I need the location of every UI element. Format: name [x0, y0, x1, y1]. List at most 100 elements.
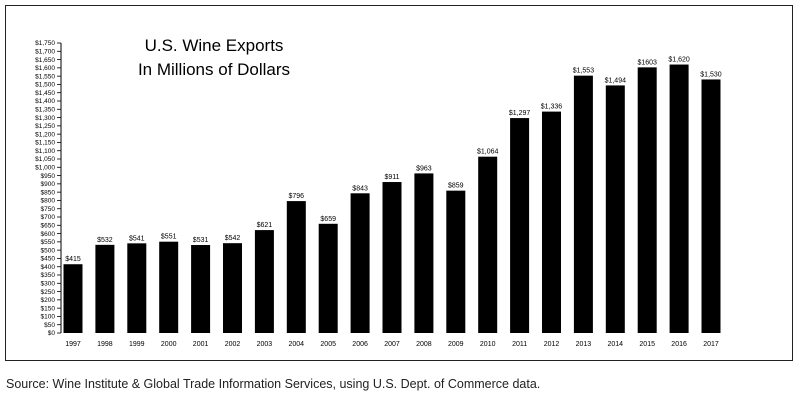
y-tick-label: $500: [41, 247, 56, 254]
y-tick-label: $1,150: [35, 140, 55, 147]
bar-2004: [286, 201, 306, 333]
y-tick-label: $200: [41, 297, 56, 304]
chart-frame: U.S. Wine Exports In Millions of Dollars…: [5, 5, 793, 361]
y-tick-label: $1,250: [35, 123, 55, 130]
bar-2014: [605, 85, 625, 334]
bar-2012: [542, 111, 561, 333]
x-tick-label-2016: 2016: [671, 341, 687, 348]
x-tick-label-2017: 2017: [703, 341, 719, 348]
x-tick-label-2014: 2014: [608, 341, 624, 348]
y-tick-label: $550: [41, 239, 56, 246]
data-label-2010: $1,064: [477, 149, 499, 156]
y-tick-label: $750: [41, 206, 56, 213]
x-tick-label-2004: 2004: [289, 341, 305, 348]
data-label-2005: $659: [320, 216, 336, 223]
x-tick-label-2013: 2013: [576, 341, 592, 348]
bar-1997: [63, 264, 83, 333]
source-note: Source: Wine Institute & Global Trade In…: [6, 377, 541, 391]
x-tick-label-2012: 2012: [544, 341, 560, 348]
y-tick-label: $1,100: [35, 148, 55, 155]
y-tick-label: $600: [41, 231, 56, 238]
data-label-2007: $911: [384, 174, 399, 181]
x-tick-label-2005: 2005: [320, 341, 336, 348]
x-tick-label-2008: 2008: [416, 341, 432, 348]
y-tick-label: $1,300: [35, 115, 55, 122]
x-tick-label-2015: 2015: [639, 341, 655, 348]
bar-2007: [382, 182, 402, 333]
y-tick-label: $1,750: [35, 40, 55, 47]
bar-2013: [573, 75, 593, 333]
y-tick-label: $450: [41, 256, 56, 263]
y-tick-label: $1,650: [35, 57, 55, 64]
data-label-2016: $1,620: [668, 57, 690, 64]
x-tick-label-2000: 2000: [161, 341, 177, 348]
bar-2010: [478, 156, 498, 333]
y-tick-label: $900: [41, 181, 56, 188]
y-tick-label: $250: [41, 289, 56, 296]
data-label-2015: $1603: [637, 59, 657, 66]
x-tick-label-2001: 2001: [193, 341, 209, 348]
bar-2005: [318, 223, 338, 333]
data-label-1999: $541: [129, 235, 145, 242]
y-tick-label: $50: [44, 322, 55, 329]
y-tick-label: $1,700: [35, 48, 55, 55]
data-label-2009: $859: [448, 183, 464, 190]
data-label-1998: $532: [97, 237, 113, 244]
x-tick-label-2009: 2009: [448, 341, 464, 348]
data-label-2011: $1,297: [509, 110, 531, 117]
data-label-2003: $621: [257, 222, 273, 229]
y-tick-label: $100: [41, 314, 56, 321]
data-label-2008: $963: [416, 165, 432, 172]
y-tick-label: $1,500: [35, 82, 55, 89]
chart-title: U.S. Wine Exports In Millions of Dollars: [138, 36, 290, 79]
data-label-2004: $796: [289, 193, 305, 200]
y-tick-label: $850: [41, 189, 56, 196]
y-tick-label: $1,200: [35, 131, 55, 138]
x-tick-label-2007: 2007: [384, 341, 400, 348]
data-label-2012: $1,336: [541, 104, 563, 111]
y-tick-label: $950: [41, 173, 56, 180]
x-tick-label-1999: 1999: [129, 341, 145, 348]
x-tick-label-1997: 1997: [65, 341, 81, 348]
data-label-2014: $1,494: [605, 77, 627, 84]
data-label-2013: $1,553: [573, 68, 595, 75]
y-tick-label: $1,000: [35, 164, 55, 171]
data-label-2017: $1,530: [700, 71, 722, 78]
wine-exports-chart: U.S. Wine Exports In Millions of Dollars…: [35, 36, 722, 348]
bar-2017: [701, 79, 721, 333]
data-labels: $415 $532 $541 $551 $531 $542 $621 $796 $659 $843…: [65, 57, 722, 264]
data-label-2001: $531: [193, 237, 209, 244]
bar-2011: [510, 118, 530, 333]
y-tick-label: $650: [41, 222, 56, 229]
chart-title-line-1: U.S. Wine Exports: [145, 36, 284, 55]
y-axis: $0$50$100 $150$200$250 $300$350$400$450 $50…: [35, 40, 62, 337]
y-tick-label: $350: [41, 272, 56, 279]
y-tick-label: $0: [48, 330, 56, 337]
bar-2006: [350, 193, 370, 333]
y-tick-label: $1,600: [35, 65, 55, 72]
data-label-2000: $551: [161, 234, 177, 241]
bar-2002: [223, 243, 242, 333]
data-label-1997: $415: [65, 256, 81, 263]
y-tick-label: $1,450: [35, 90, 55, 97]
bars: [63, 64, 721, 334]
bar-1999: [127, 243, 147, 333]
x-axis-labels: 1997 1998 1999 2000 2001 2002 2003 2004 2005 2006…: [65, 341, 719, 348]
y-tick-label: $150: [41, 305, 56, 312]
data-label-2006: $843: [352, 185, 368, 192]
bar-1998: [95, 244, 115, 333]
bar-2001: [191, 245, 211, 333]
bar-2016: [669, 64, 689, 334]
bar-2000: [159, 241, 179, 333]
x-tick-label-2003: 2003: [257, 341, 273, 348]
x-tick-label-2006: 2006: [352, 341, 368, 348]
bar-2009: [446, 190, 466, 333]
chart-title-line-2: In Millions of Dollars: [138, 60, 290, 79]
bar-2003: [254, 230, 274, 333]
bar-2015: [637, 67, 657, 334]
y-tick-label: $1,350: [35, 106, 55, 113]
y-tick-label: $1,550: [35, 73, 55, 80]
y-tick-label: $1,400: [35, 98, 55, 105]
y-tick-label: $700: [41, 214, 56, 221]
data-label-2002: $542: [225, 235, 241, 242]
